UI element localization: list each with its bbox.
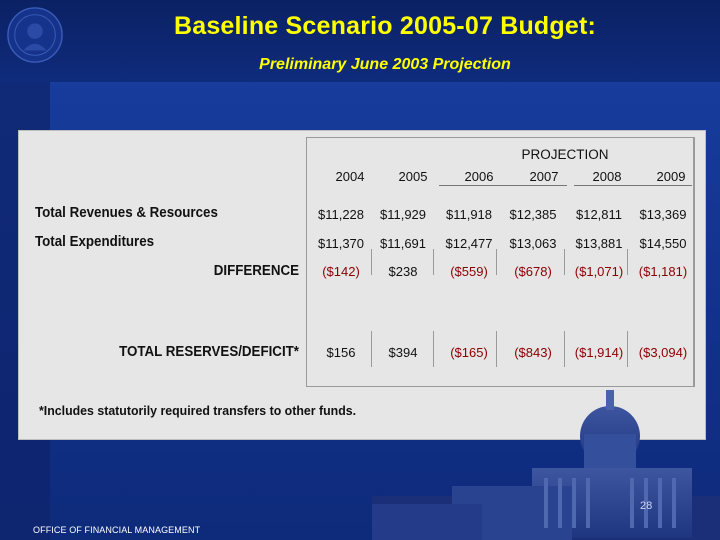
state-seal-icon [7, 7, 63, 63]
table-cell: $11,228 [317, 207, 365, 222]
table-cell: $238 [388, 264, 418, 279]
page-subtitle: Preliminary June 2003 Projection [259, 56, 511, 73]
table-cell: $156 [326, 345, 356, 360]
table-cell: ($1,071) [574, 264, 624, 279]
footnote: *Includes statutorily required transfers… [39, 403, 357, 418]
table-cell: ($1,914) [574, 345, 624, 360]
table-cell: $13,881 [575, 236, 623, 251]
year-header: 2007 [529, 169, 559, 184]
year-header: 2009 [656, 169, 686, 184]
row-label-reserves: TOTAL RESERVES/DEFICIT* [119, 344, 299, 360]
table-cell: ($843) [514, 345, 552, 360]
table-cell: $11,691 [379, 236, 427, 251]
table-cell: ($559) [450, 264, 488, 279]
table-cell: ($678) [514, 264, 552, 279]
row-label-expenditures: Total Expenditures [35, 234, 155, 250]
budget-table-panel: PROJECTION 2004 2005 2006 2007 2008 2009… [18, 130, 706, 440]
row-label-difference: DIFFERENCE [213, 263, 299, 279]
column-separator [564, 249, 565, 275]
page-title: Baseline Scenario 2005-07 Budget: [173, 12, 597, 40]
table-cell: $14,550 [639, 236, 687, 251]
table-cell: $12,385 [509, 207, 557, 222]
table-cell: $11,929 [379, 207, 427, 222]
column-separator [627, 331, 628, 367]
year-underline [439, 185, 567, 186]
column-separator [433, 249, 434, 275]
row-label-revenues: Total Revenues & Resources [35, 205, 218, 221]
table-cell: $13,369 [639, 207, 687, 222]
column-separator [564, 331, 565, 367]
projection-label: PROJECTION [521, 147, 609, 162]
table-cell: ($3,094) [638, 345, 688, 360]
table-cell: ($165) [450, 345, 488, 360]
capitol-building-image [372, 390, 720, 540]
year-header: 2005 [398, 169, 428, 184]
projection-table-frame [306, 137, 695, 387]
table-cell: $11,370 [317, 236, 365, 251]
year-underline [574, 185, 692, 186]
year-header: 2008 [592, 169, 622, 184]
table-cell: $12,477 [445, 236, 493, 251]
header-band [0, 0, 720, 82]
table-cell: $13,063 [509, 236, 557, 251]
column-separator [371, 249, 372, 275]
column-separator [627, 249, 628, 275]
table-cell: $12,811 [575, 207, 623, 222]
column-separator [496, 249, 497, 275]
table-cell: ($142) [322, 264, 360, 279]
column-separator [496, 331, 497, 367]
table-cell: ($1,181) [638, 264, 688, 279]
table-cell: $11,918 [445, 207, 493, 222]
column-separator [371, 331, 372, 367]
table-cell: $394 [388, 345, 418, 360]
column-separator [433, 331, 434, 367]
page-number: 28 [640, 500, 653, 512]
year-header: 2006 [464, 169, 494, 184]
year-header: 2004 [335, 169, 365, 184]
office-label: OFFICE OF FINANCIAL MANAGEMENT [33, 525, 201, 535]
